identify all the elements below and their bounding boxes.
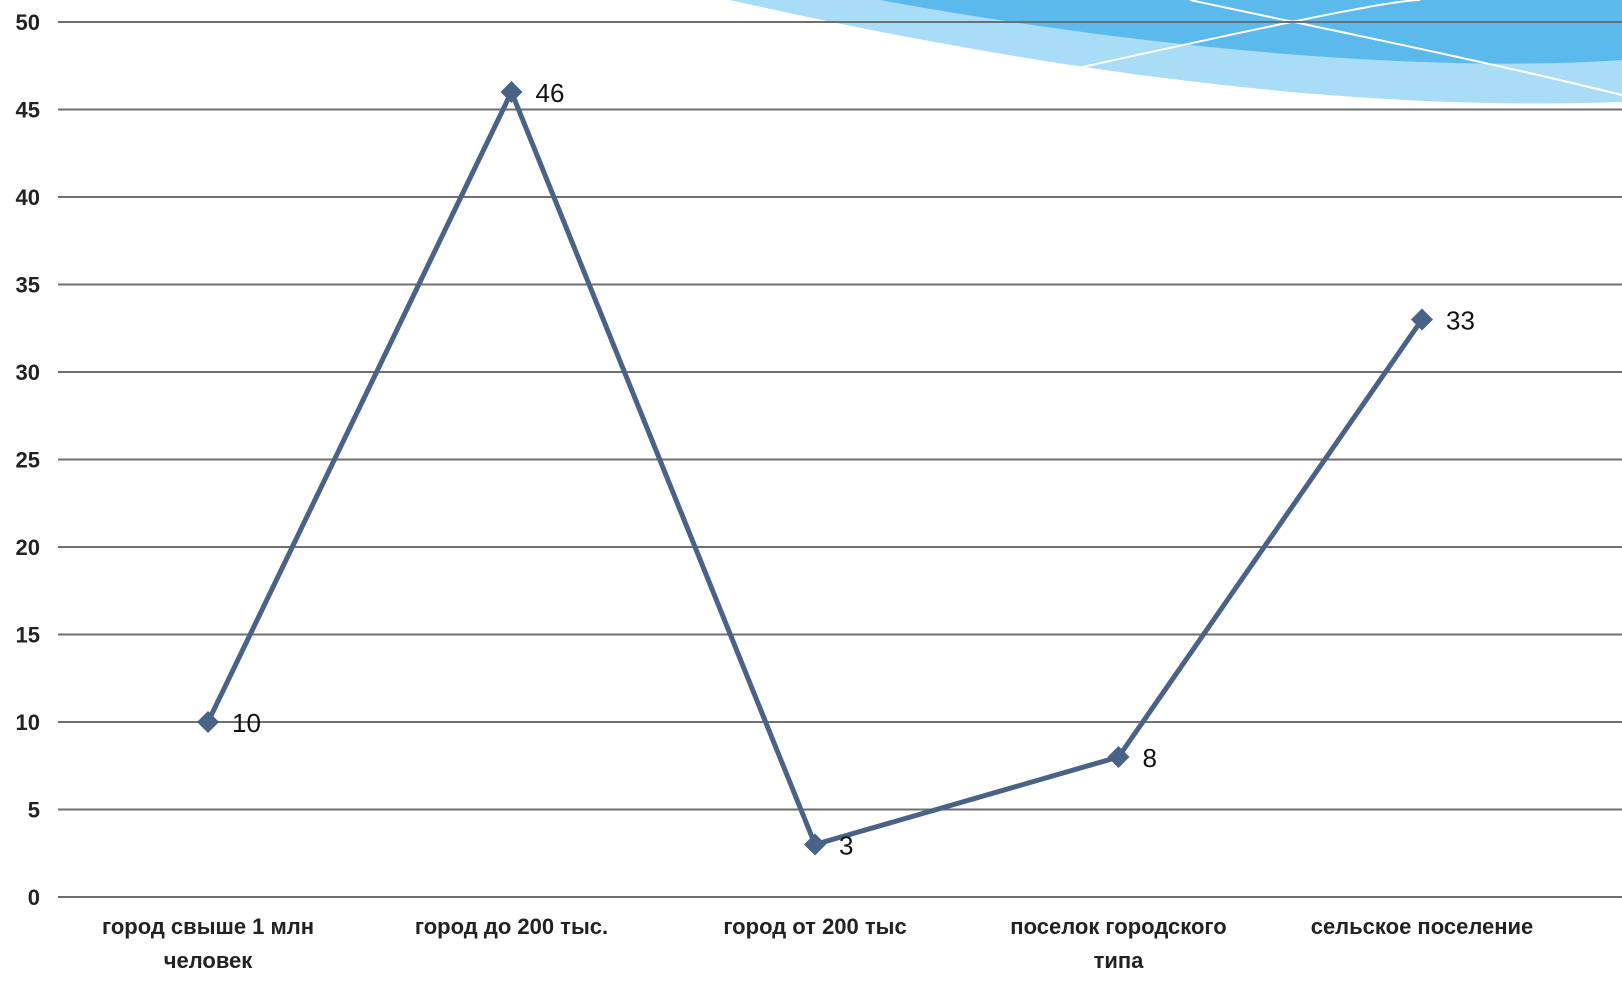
x-category-label: город до 200 тыс. (415, 914, 608, 939)
y-tick-label: 30 (16, 360, 40, 385)
y-tick-label: 15 (16, 623, 40, 648)
decor-wave-line (1189, 0, 1622, 96)
y-tick-label: 40 (16, 185, 40, 210)
x-category-label: поселок городского (1010, 914, 1226, 939)
y-tick-label: 45 (16, 98, 40, 123)
data-label: 8 (1143, 743, 1157, 773)
y-tick-label: 10 (16, 710, 40, 735)
y-tick-label: 5 (28, 798, 40, 823)
data-point-marker (804, 833, 826, 856)
data-label: 33 (1446, 306, 1475, 336)
data-label: 46 (536, 78, 565, 108)
y-tick-label: 50 (16, 10, 40, 35)
decor-wave-line (1059, 0, 1421, 73)
data-point-marker (197, 711, 219, 733)
x-category-label: типа (1094, 948, 1145, 973)
series-line-group (205, 89, 1425, 847)
x-category-label: город от 200 тыс (723, 914, 906, 939)
y-axis-ticks: 0 5 10 15 20 25 30 35 40 45 50 (16, 10, 40, 910)
y-tick-label: 0 (28, 885, 40, 910)
y-tick-label: 35 (16, 273, 40, 298)
y-tick-label: 20 (16, 535, 40, 560)
x-category-label: город свыше 1 млн (102, 914, 314, 939)
series-line (205, 89, 1425, 847)
gridlines (58, 21, 1622, 898)
markers-group (197, 81, 1433, 856)
x-axis-categories: город свыше 1 млн человек город до 200 тыс… (102, 914, 1533, 973)
decorative-wave (730, 0, 1622, 104)
x-category-label: сельское поселение (1311, 914, 1534, 939)
data-point-marker (500, 81, 523, 103)
data-label: 3 (839, 831, 853, 861)
data-label: 10 (232, 708, 261, 738)
x-category-label: человек (164, 948, 254, 973)
y-tick-label: 25 (16, 448, 40, 473)
decor-wave-dark (880, 0, 1622, 64)
data-point-marker (1107, 746, 1130, 768)
data-point-marker (1411, 308, 1433, 331)
data-labels-group: 10 46 3 8 33 (232, 78, 1475, 861)
